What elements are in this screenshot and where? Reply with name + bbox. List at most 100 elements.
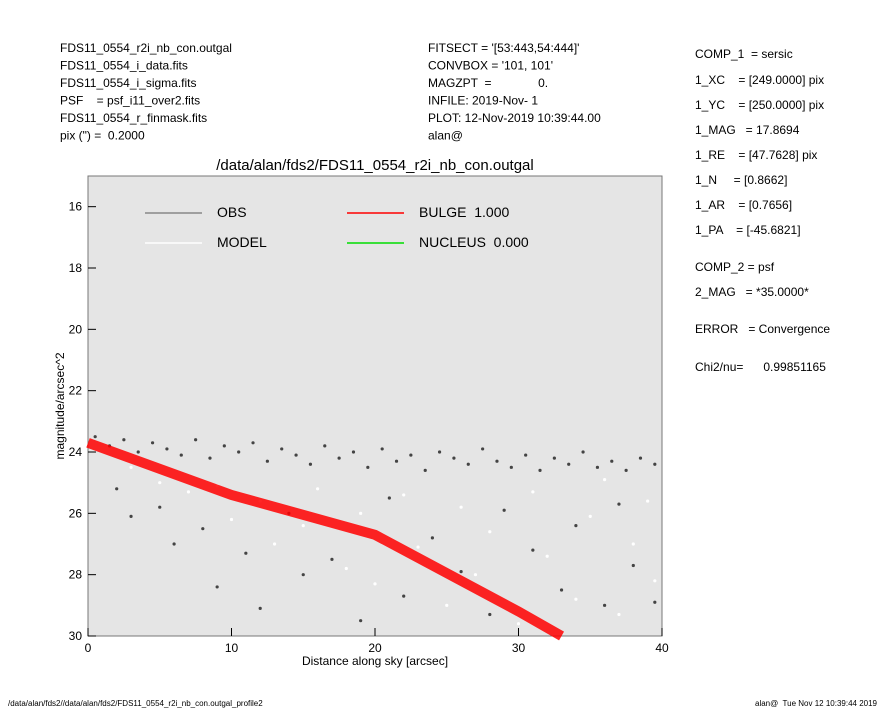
data-point	[330, 557, 334, 561]
header-left-line: PSF = psf_i11_over2.fits	[60, 94, 200, 108]
data-point	[122, 438, 126, 442]
y-tick-label: 16	[69, 200, 83, 214]
data-point	[237, 450, 241, 454]
x-tick-label: 10	[225, 641, 239, 655]
legend-label: OBS	[217, 204, 247, 220]
data-point	[158, 481, 162, 485]
footer-right: alan@ Tue Nov 12 10:39:44 2019	[755, 699, 878, 708]
data-point	[115, 487, 119, 491]
header-right-line: 1_MAG = 17.8694	[695, 123, 800, 137]
data-point	[337, 456, 341, 460]
data-point	[603, 603, 607, 607]
data-point	[136, 450, 140, 454]
legend-label: MODEL	[217, 234, 267, 250]
header-middle-line: alan@	[428, 129, 463, 143]
header-right-line: 1_N = [0.8662]	[695, 173, 787, 187]
data-point	[516, 622, 521, 626]
data-point	[459, 505, 463, 509]
data-point	[194, 438, 198, 442]
data-point	[258, 606, 262, 611]
data-point	[272, 542, 277, 546]
data-point	[251, 441, 255, 445]
header-right-line: 1_XC = [249.0000] pix	[695, 73, 824, 87]
y-tick-label: 24	[69, 445, 83, 459]
header-left-line: FDS11_0554_i_sigma.fits	[60, 76, 197, 90]
data-point	[423, 468, 427, 472]
data-point	[179, 453, 183, 457]
data-point	[567, 462, 571, 466]
data-point	[437, 450, 442, 454]
data-point	[559, 588, 564, 592]
data-point	[201, 527, 205, 531]
data-point	[588, 514, 592, 519]
header-right-line: 1_AR = [0.7656]	[695, 198, 792, 212]
data-point	[380, 447, 384, 451]
data-point	[416, 545, 420, 549]
bulge-profile	[86, 438, 565, 641]
data-point	[531, 490, 535, 494]
data-point	[301, 573, 305, 577]
header-right-line: COMP_2 = psf	[695, 260, 775, 274]
data-point	[631, 542, 635, 546]
data-point	[129, 465, 133, 469]
data-point	[265, 459, 269, 463]
footer-left: /data/alan/fds2//data/alan/fds2/FDS11_05…	[8, 699, 263, 708]
data-point	[452, 456, 456, 460]
data-point	[351, 450, 356, 454]
data-point	[646, 499, 650, 503]
data-point	[545, 554, 549, 558]
data-point	[509, 465, 513, 469]
data-point	[344, 566, 348, 571]
data-point	[538, 468, 542, 472]
data-point	[402, 493, 406, 497]
data-point	[502, 508, 506, 512]
data-point	[316, 487, 320, 491]
data-point	[93, 435, 97, 439]
data-point	[624, 468, 628, 472]
data-point	[638, 456, 643, 460]
data-point	[552, 456, 556, 460]
plot-area	[87, 175, 663, 637]
data-point	[402, 594, 406, 598]
data-point	[653, 600, 657, 604]
header-right-line: COMP_1 = sersic	[695, 47, 793, 61]
header-right-line: 1_PA = [-45.6821]	[695, 223, 801, 237]
data-point	[466, 462, 470, 466]
data-point	[488, 530, 492, 534]
header-right-line: 1_RE = [47.7628] pix	[695, 148, 817, 162]
x-axis-label: Distance along sky [arcsec]	[302, 654, 448, 668]
data-point	[229, 517, 234, 522]
y-tick-label: 26	[69, 506, 83, 520]
data-point	[150, 441, 155, 445]
data-point	[158, 505, 162, 509]
data-point	[473, 573, 478, 577]
data-point	[495, 459, 499, 463]
data-point	[430, 536, 434, 540]
x-tick-label: 0	[85, 641, 92, 655]
header-left-line: FDS11_0554_i_data.fits	[60, 59, 188, 73]
data-point	[394, 459, 399, 463]
data-point	[409, 453, 413, 457]
data-point	[129, 514, 133, 519]
header-right-line: ERROR = Convergence	[695, 322, 830, 336]
y-tick-label: 30	[69, 629, 83, 643]
data-point	[186, 490, 191, 494]
data-point	[323, 444, 327, 448]
data-point	[595, 465, 600, 469]
data-point	[359, 619, 363, 623]
y-tick-label: 28	[69, 568, 83, 582]
data-point	[631, 563, 635, 568]
data-point	[531, 548, 535, 552]
data-point	[222, 444, 226, 448]
y-tick-label: 20	[69, 322, 83, 336]
data-point	[481, 447, 485, 451]
header-left-line: FDS11_0554_r_finmask.fits	[60, 111, 207, 125]
header-right-line: 1_YC = [250.0000] pix	[695, 98, 824, 112]
legend-label: BULGE 1.000	[419, 204, 509, 220]
header-left-line: pix (") = 0.2000	[60, 129, 145, 143]
data-point	[603, 478, 607, 482]
data-point	[617, 502, 621, 506]
data-point	[459, 570, 463, 574]
data-point	[244, 551, 248, 555]
